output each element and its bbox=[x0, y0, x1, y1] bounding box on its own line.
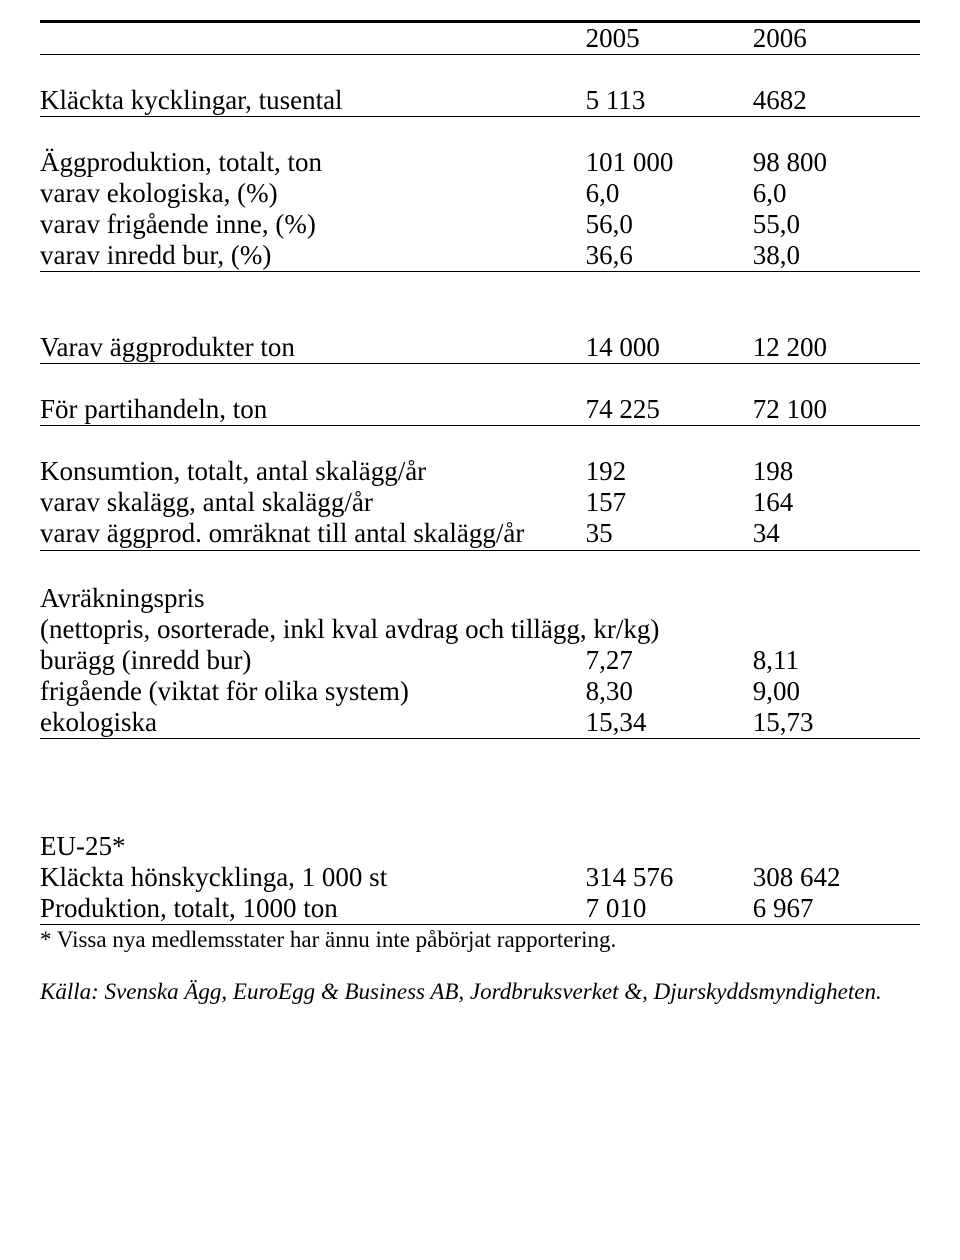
row-value: 15,73 bbox=[753, 707, 920, 739]
row-value: 35 bbox=[586, 518, 753, 550]
row-value: 74 225 bbox=[586, 394, 753, 426]
table-row: Konsumtion, totalt, antal skalägg/år 192… bbox=[40, 456, 920, 487]
table-row: burägg (inredd bur) 7,27 8,11 bbox=[40, 645, 920, 676]
row-label: frigående (viktat för olika system) bbox=[40, 676, 586, 707]
table-row: varav inredd bur, (%) 36,6 38,0 bbox=[40, 240, 920, 272]
row-value: 6,0 bbox=[586, 178, 753, 209]
row-label: burägg (inredd bur) bbox=[40, 645, 586, 676]
row-value: 7 010 bbox=[586, 893, 753, 925]
row-value: 157 bbox=[586, 487, 753, 518]
row-value: 55,0 bbox=[753, 209, 920, 240]
row-label: varav ekologiska, (%) bbox=[40, 178, 586, 209]
row-value: 192 bbox=[586, 456, 753, 487]
row-value: 8,11 bbox=[753, 645, 920, 676]
row-label: varav skalägg, antal skalägg/år bbox=[40, 487, 586, 518]
row-label: Kläckta hönskycklinga, 1 000 st bbox=[40, 862, 586, 893]
section-title: EU-25* bbox=[40, 829, 920, 862]
table-row: Produktion, totalt, 1000 ton 7 010 6 967 bbox=[40, 893, 920, 925]
row-value: 164 bbox=[753, 487, 920, 518]
row-value: 4682 bbox=[753, 85, 920, 117]
row-value: 14 000 bbox=[586, 332, 753, 364]
row-label: Varav äggprodukter ton bbox=[40, 332, 586, 364]
table-row: ekologiska 15,34 15,73 bbox=[40, 707, 920, 739]
row-value: 308 642 bbox=[753, 862, 920, 893]
row-value: 98 800 bbox=[753, 147, 920, 178]
row-value: 36,6 bbox=[586, 240, 753, 272]
row-label: varav inredd bur, (%) bbox=[40, 240, 586, 272]
section-title-row: Avräkningspris bbox=[40, 581, 920, 614]
table-row: varav skalägg, antal skalägg/år 157 164 bbox=[40, 487, 920, 518]
footnote: * Vissa nya medlemsstater har ännu inte … bbox=[40, 927, 920, 953]
row-label: Äggproduktion, totalt, ton bbox=[40, 147, 586, 178]
row-value: 101 000 bbox=[586, 147, 753, 178]
row-value: 34 bbox=[753, 518, 920, 550]
row-value: 5 113 bbox=[586, 85, 753, 117]
row-label: Produktion, totalt, 1000 ton bbox=[40, 893, 586, 925]
row-label: För partihandeln, ton bbox=[40, 394, 586, 426]
section-subtitle: (nettopris, osorterade, inkl kval avdrag… bbox=[40, 614, 920, 645]
row-value: 6,0 bbox=[753, 178, 920, 209]
row-value: 9,00 bbox=[753, 676, 920, 707]
table-row: Kläckta kycklingar, tusental 5 113 4682 bbox=[40, 85, 920, 117]
row-value: 198 bbox=[753, 456, 920, 487]
row-label: varav frigående inne, (%) bbox=[40, 209, 586, 240]
source-text: Källa: Svenska Ägg, EuroEgg & Business A… bbox=[40, 979, 920, 1005]
header-year-1: 2005 bbox=[586, 22, 753, 55]
row-value: 15,34 bbox=[586, 707, 753, 739]
section-title: Avräkningspris bbox=[40, 581, 920, 614]
table-row: varav frigående inne, (%) 56,0 55,0 bbox=[40, 209, 920, 240]
row-value: 38,0 bbox=[753, 240, 920, 272]
row-label: Kläckta kycklingar, tusental bbox=[40, 85, 586, 117]
table-row: Kläckta hönskycklinga, 1 000 st 314 576 … bbox=[40, 862, 920, 893]
table-row: Äggproduktion, totalt, ton 101 000 98 80… bbox=[40, 147, 920, 178]
table-row: frigående (viktat för olika system) 8,30… bbox=[40, 676, 920, 707]
row-value: 56,0 bbox=[586, 209, 753, 240]
row-value: 72 100 bbox=[753, 394, 920, 426]
row-value: 7,27 bbox=[586, 645, 753, 676]
row-label: Konsumtion, totalt, antal skalägg/år bbox=[40, 456, 586, 487]
table-row: varav ekologiska, (%) 6,0 6,0 bbox=[40, 178, 920, 209]
row-label: varav äggprod. omräknat till antal skalä… bbox=[40, 518, 586, 550]
data-table: 2005 2006 Kläckta kycklingar, tusental 5… bbox=[40, 20, 920, 925]
page: 2005 2006 Kläckta kycklingar, tusental 5… bbox=[0, 0, 960, 1260]
section-title-row: EU-25* bbox=[40, 829, 920, 862]
row-value: 6 967 bbox=[753, 893, 920, 925]
row-value: 314 576 bbox=[586, 862, 753, 893]
row-label: ekologiska bbox=[40, 707, 586, 739]
table-row: Varav äggprodukter ton 14 000 12 200 bbox=[40, 332, 920, 364]
header-row: 2005 2006 bbox=[40, 22, 920, 55]
header-year-2: 2006 bbox=[753, 22, 920, 55]
section-subtitle-row: (nettopris, osorterade, inkl kval avdrag… bbox=[40, 614, 920, 645]
table-row: varav äggprod. omräknat till antal skalä… bbox=[40, 518, 920, 550]
row-value: 12 200 bbox=[753, 332, 920, 364]
row-value: 8,30 bbox=[586, 676, 753, 707]
table-row: För partihandeln, ton 74 225 72 100 bbox=[40, 394, 920, 426]
